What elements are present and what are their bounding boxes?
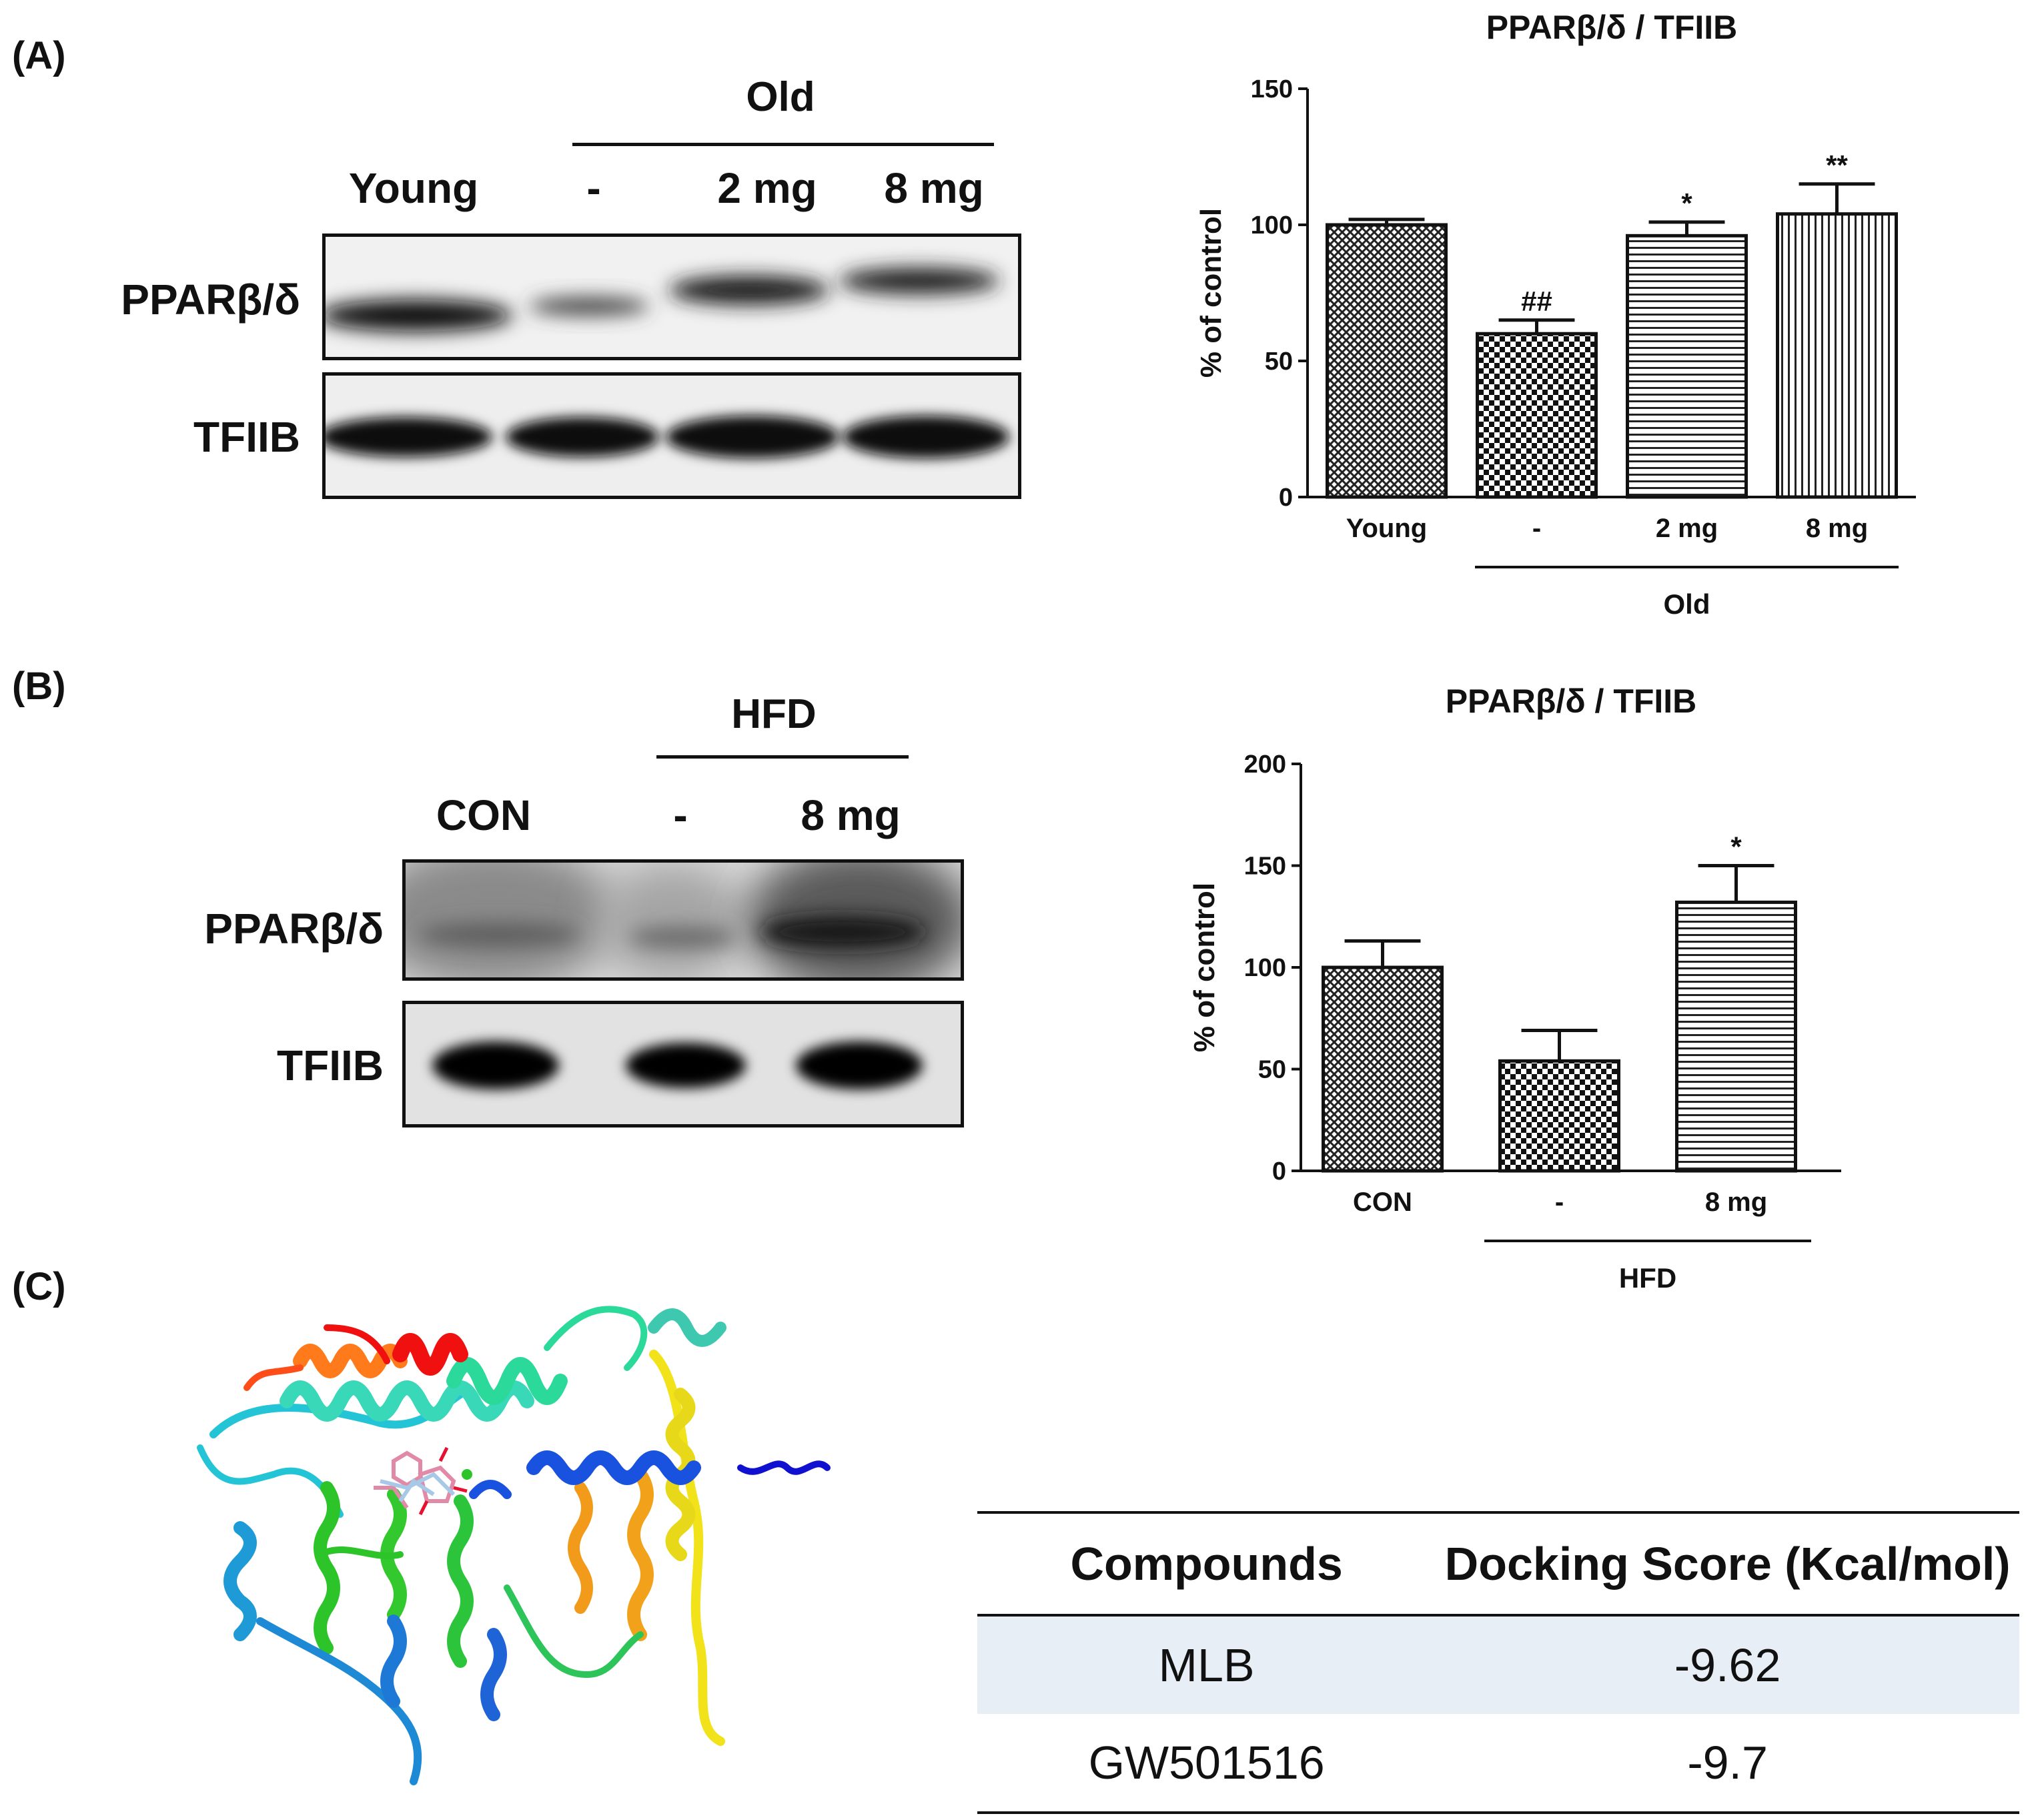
- panel-c-label: (C): [12, 1265, 66, 1308]
- y-tick-label: 50: [1265, 348, 1293, 376]
- bar: [1326, 223, 1448, 499]
- y-tick-label: 50: [1258, 1056, 1286, 1084]
- group-label: HFD: [1619, 1262, 1676, 1294]
- bar: [1626, 234, 1748, 499]
- table-cell-compound: MLB: [1158, 1639, 1255, 1691]
- table-header-compounds: Compounds: [1070, 1538, 1343, 1590]
- bar: [1322, 965, 1444, 1173]
- blot-b-lane-con: CON: [436, 791, 532, 839]
- blot-a-lane-vehicle: -: [586, 164, 601, 212]
- blot-a-row-ppar: PPARβ/δ: [121, 276, 300, 324]
- blot-b-group-label: HFD: [731, 691, 817, 737]
- table-cell-score: -9.62: [1674, 1639, 1781, 1691]
- table-cell-compound: GW501516: [1088, 1737, 1325, 1789]
- table-bottom-rule: [977, 1811, 2019, 1814]
- significance-label: *: [1681, 187, 1692, 219]
- blot-b-lane-8mg: 8 mg: [801, 791, 901, 839]
- bar: [1776, 212, 1898, 499]
- blot-a-group-label: Old: [746, 74, 815, 120]
- blot-a-ppar-image: [322, 234, 1021, 360]
- y-tick-label: 150: [1244, 853, 1286, 881]
- y-tick-label: 0: [1279, 484, 1293, 512]
- y-axis-label: % of control: [1188, 883, 1221, 1052]
- table-header-rule: [977, 1614, 2019, 1617]
- table-row: GW501516 -9.7: [977, 1714, 2019, 1811]
- blot-b-lane-vehicle: -: [673, 791, 688, 839]
- blot-b-row-tfiib: TFIIB: [277, 1041, 384, 1089]
- x-tick-label: -: [1532, 514, 1541, 543]
- significance-label: **: [1826, 149, 1848, 181]
- significance-label: ##: [1521, 286, 1552, 317]
- x-tick-label: 8 mg: [1705, 1188, 1767, 1217]
- ligand-icon: [374, 1446, 472, 1516]
- chart-title: PPARβ/δ / TFIIB: [1486, 9, 1738, 46]
- table-row: MLB -9.62: [977, 1617, 2019, 1714]
- docking-score-table: Compounds Docking Score (Kcal/mol) MLB -…: [977, 1511, 2019, 1814]
- chart-a: PPARβ/δ / TFIIB 0 50 100 150 % of control Youn…: [1195, 9, 1916, 620]
- protein-docking-structure-image: [197, 1306, 831, 1785]
- x-tick-label: -: [1555, 1188, 1564, 1217]
- significance-label: *: [1730, 831, 1742, 863]
- blot-b-tfiib-image: [402, 1001, 964, 1127]
- x-tick-label: CON: [1353, 1188, 1412, 1217]
- y-tick-label: 0: [1272, 1158, 1286, 1186]
- y-tick-label: 100: [1251, 211, 1293, 240]
- chart-b: PPARβ/δ / TFIIB 0 50 100 150 200 % of control C…: [1188, 682, 1841, 1294]
- blot-b-ppar-image: [402, 859, 964, 981]
- y-tick-label: 100: [1244, 954, 1286, 982]
- chart-title: PPARβ/δ / TFIIB: [1446, 682, 1697, 720]
- blot-a-lane-8mg: 8 mg: [884, 164, 984, 212]
- table-cell-score: -9.7: [1687, 1737, 1768, 1789]
- bar: [1476, 332, 1598, 499]
- blot-a-tfiib-image: [322, 372, 1021, 499]
- panel-a-label: (A): [12, 34, 66, 77]
- table-top-rule: [977, 1511, 2019, 1514]
- blot-a-lane-young: Young: [348, 164, 479, 212]
- table-header-docking-score: Docking Score (Kcal/mol): [1444, 1538, 2011, 1590]
- bar: [1498, 1059, 1620, 1173]
- x-tick-label: 8 mg: [1806, 514, 1868, 543]
- group-label: Old: [1664, 588, 1710, 620]
- blot-a-lane-2mg: 2 mg: [717, 164, 817, 212]
- x-tick-label: 2 mg: [1656, 514, 1718, 543]
- bar: [1675, 900, 1797, 1173]
- blot-b-group-line: [656, 755, 909, 759]
- blot-a-row-tfiib: TFIIB: [193, 413, 300, 461]
- table-header-row: Compounds Docking Score (Kcal/mol): [977, 1514, 2019, 1614]
- y-axis-label: % of control: [1195, 208, 1227, 378]
- panel-b-label: (B): [12, 664, 66, 708]
- blot-b-row-ppar: PPARβ/δ: [204, 905, 384, 953]
- y-tick-label: 200: [1244, 751, 1286, 779]
- y-tick-label: 150: [1251, 75, 1293, 103]
- blot-a-group-line: [572, 143, 994, 146]
- x-tick-label: Young: [1346, 514, 1427, 543]
